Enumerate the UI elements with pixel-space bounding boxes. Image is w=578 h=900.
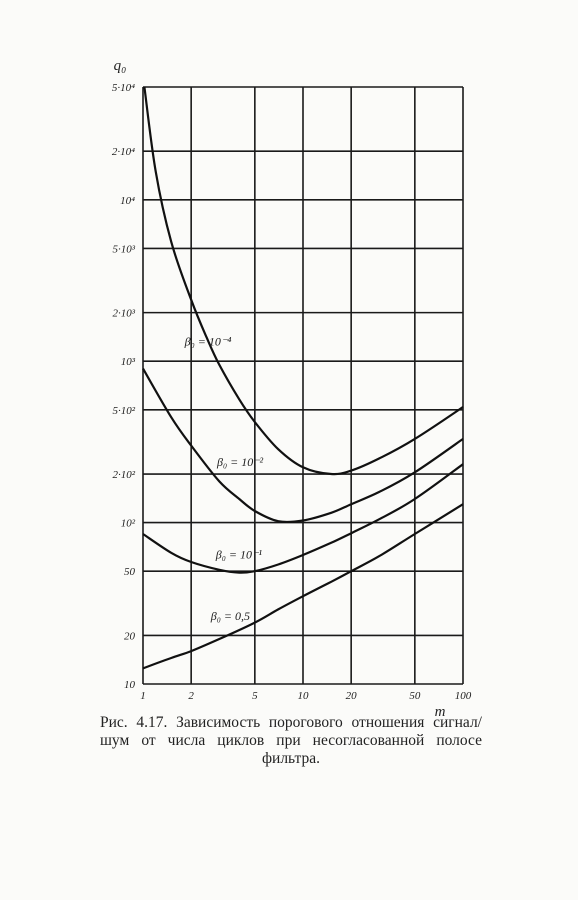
series-line <box>143 86 464 476</box>
figure-caption: Рис. 4.17. Зависимость порогового отноше… <box>100 714 482 767</box>
x-axis-label: m <box>435 704 446 720</box>
x-tick-label: 50 <box>409 690 421 702</box>
x-tick-labels: 1 2 5 10 20 50 100 <box>140 690 472 702</box>
x-tick-label: 5 <box>252 690 258 702</box>
x-gridlines <box>142 87 464 684</box>
curves <box>142 86 464 670</box>
y-gridlines <box>143 86 463 685</box>
y-tick-label: 10 <box>124 679 136 691</box>
x-tick-label: 10 <box>298 690 310 702</box>
y-tick-label: 5·10³ <box>112 243 135 255</box>
chart: 1 2 5 10 20 50 100 10 20 50 10² 2·10² 5·10² 10³ 2·10³… <box>112 58 472 720</box>
y-axis-label: q₀ <box>114 58 127 74</box>
y-tick-label: 10⁴ <box>120 195 135 207</box>
series-label: β₀ = 0,5 <box>210 609 250 623</box>
series-labels: β₀ = 10⁻⁴ β₀ = 10⁻² β₀ = 10⁻¹ β₀ = 0,5 <box>184 335 264 623</box>
x-tick-label: 20 <box>346 690 358 702</box>
y-tick-label: 10³ <box>121 356 136 368</box>
y-tick-labels: 10 20 50 10² 2·10² 5·10² 10³ 2·10³ 5·10³ 10⁴ 2·10⁴… <box>112 82 136 691</box>
series-line <box>142 503 464 670</box>
y-tick-label: 2·10³ <box>112 308 135 320</box>
y-tick-label: 50 <box>124 566 136 578</box>
x-tick-label: 1 <box>140 690 146 702</box>
y-tick-label: 2·10⁴ <box>112 146 135 158</box>
x-tick-label: 100 <box>455 690 472 702</box>
y-tick-label: 10² <box>121 518 136 530</box>
x-tick-label: 2 <box>188 690 194 702</box>
y-tick-label: 5·10² <box>112 405 135 417</box>
y-tick-label: 5·10⁴ <box>112 82 135 94</box>
y-tick-label: 2·10² <box>112 469 135 481</box>
series-line <box>142 368 464 524</box>
y-tick-label: 20 <box>124 630 136 642</box>
series-label: β₀ = 10⁻¹ <box>215 547 263 561</box>
series-label: β₀ = 10⁻⁴ <box>184 335 232 349</box>
series-line <box>142 463 464 574</box>
series-label: β₀ = 10⁻² <box>216 455 264 469</box>
